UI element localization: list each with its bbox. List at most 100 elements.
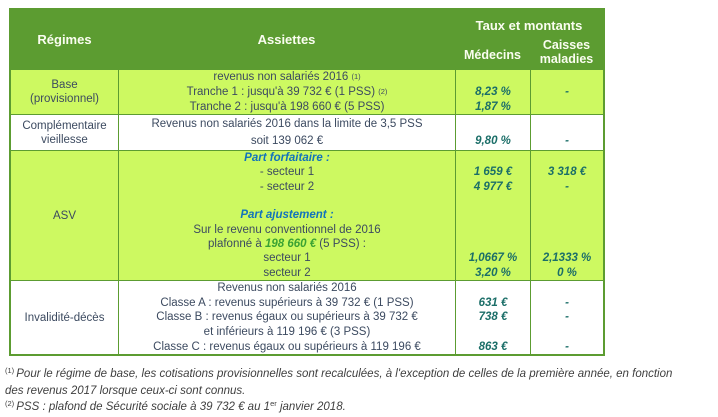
- column-header-taux-et-montants: Taux et montants: [475, 18, 583, 33]
- medecins-value: 631 €: [478, 296, 508, 309]
- text-segment: Revenus non salariés 2016: [217, 282, 357, 295]
- caisses-value: -: [565, 311, 569, 324]
- regime-label: (provisionnel): [29, 93, 100, 105]
- column-header-medecins: Médecins: [464, 48, 521, 62]
- assiette-line: Classe C : revenus égaux ou supérieurs à…: [119, 339, 455, 354]
- caisses-value: -: [565, 180, 569, 193]
- regime-label: Complémentaire: [22, 119, 107, 132]
- assiette-line: Revenus non salariés 2016: [119, 281, 455, 296]
- medecins-value: [456, 194, 530, 208]
- assiette-line: Tranche 2 : jusqu'à 198 660 € (5 PSS): [119, 99, 455, 114]
- caisses-value: [531, 281, 603, 296]
- text-segment: soit 139 062 €: [250, 135, 324, 148]
- assiette-line: - secteur 1: [119, 165, 455, 179]
- assiette-line: soit 139 062 €: [119, 133, 455, 151]
- column-header-regimes: Régimes: [37, 32, 92, 47]
- footnotes: (1) Pour le régime de base, les cotisati…: [5, 366, 713, 416]
- text-segment: Classe C : revenus égaux ou supérieurs à…: [153, 340, 421, 353]
- caisses-value: -: [565, 340, 569, 353]
- regime-cell-complementaire: Complémentaire vieillesse: [11, 115, 118, 150]
- caisses-value: [531, 70, 603, 85]
- text-segment: plafonné à: [208, 238, 265, 251]
- medecins-value: [456, 237, 530, 251]
- text-segment: Tranche 2 : jusqu'à 198 660 € (5 PSS): [189, 100, 385, 113]
- medecins-value: [456, 115, 530, 133]
- caisses-cell: - - -: [530, 281, 603, 354]
- text-segment: Classe B : revenus égaux ou supérieurs à…: [156, 311, 418, 324]
- medecins-value: 8,23 %: [475, 86, 511, 98]
- medecins-value: 1,87 %: [475, 100, 511, 113]
- caisses-cell: -: [530, 115, 603, 150]
- caisses-value: 2,1333 %: [542, 252, 592, 265]
- assiette-line: [119, 194, 455, 208]
- medecins-value: 863 €: [478, 340, 508, 353]
- regime-label: ASV: [52, 209, 76, 222]
- text-segment: 198 660 €: [264, 238, 317, 251]
- text-segment: PSS : plafond de Sécurité sociale à 39 7…: [16, 401, 271, 413]
- medecins-cell: 8,23 % 1,87 %: [455, 70, 530, 114]
- superscript-marker: (2): [5, 399, 17, 408]
- text-segment: Revenus non salariés 2016 dans la limite…: [151, 117, 423, 130]
- medecins-value: 738 €: [478, 311, 508, 324]
- text-segment: Part forfaitaire :: [244, 152, 330, 165]
- table-row-invalidite: Invalidité-décès Revenus non salariés 201…: [11, 280, 603, 354]
- caisses-value: -: [565, 135, 569, 148]
- caisses-value: 0 %: [557, 266, 577, 279]
- text-segment: Part ajustement :: [240, 209, 334, 222]
- text-segment: Tranche 1 : jusqu'à 39 732 € (1 PSS): [186, 86, 379, 98]
- regime-cell-base: Base (provisionnel): [11, 70, 118, 114]
- column-header-assiettes: Assiettes: [257, 32, 316, 47]
- medecins-value: 4 977 €: [473, 180, 513, 193]
- regime-label: vieillesse: [41, 133, 88, 146]
- text-segment: des revenus 2017 lorsque ceux-ci sont co…: [5, 384, 246, 397]
- regime-cell-invalidite: Invalidité-décès: [11, 281, 118, 354]
- assiette-line: plafonné à 198 660 € (5 PSS) :: [119, 237, 455, 251]
- assiette-line: Classe A : revenus supérieurs à 39 732 €…: [119, 296, 455, 311]
- caisses-value: 3 318 €: [547, 166, 587, 179]
- text-segment: Sur le revenu conventionnel de 2016: [193, 223, 381, 236]
- medecins-value: [456, 151, 530, 165]
- contributions-table: Régimes Assiettes Taux et montants Médec…: [9, 8, 605, 356]
- medecins-value: 9,80 %: [475, 135, 511, 148]
- caisses-value: -: [565, 86, 569, 98]
- medecins-value: [456, 281, 530, 296]
- assiette-cell: Revenus non salariés 2016 dans la limite…: [118, 115, 455, 150]
- superscript-marker: (1): [5, 366, 17, 375]
- text-segment: (5 PSS) :: [316, 238, 366, 251]
- table-row-base: Base (provisionnel) revenus non salariés 2…: [11, 69, 603, 114]
- assiette-line: secteur 2: [119, 266, 455, 280]
- assiette-line: Part forfaitaire :: [119, 151, 455, 165]
- caisses-cell: 3 318 € - 2,1333 % 0 %: [530, 151, 603, 280]
- caisses-value: [531, 194, 603, 208]
- text-segment: Pour le régime de base, les cotisations …: [16, 368, 673, 380]
- table-body: Base (provisionnel) revenus non salariés 2…: [11, 69, 603, 354]
- assiette-line: Part ajustement :: [119, 208, 455, 222]
- assiette-line: Tranche 1 : jusqu'à 39 732 € (1 PSS) (2): [186, 86, 388, 98]
- text-segment: secteur 1: [263, 252, 311, 265]
- assiette-line: secteur 1: [119, 251, 455, 265]
- caisses-value: [531, 208, 603, 222]
- assiette-cell: Part forfaitaire :- secteur 1- secteur 2…: [118, 151, 455, 280]
- assiette-line: et inférieurs à 119 196 € (3 PSS): [119, 325, 455, 340]
- table-row-complementaire: Complémentaire vieillesse Revenus non sala…: [11, 114, 603, 150]
- assiette-line: Sur le revenu conventionnel de 2016: [119, 223, 455, 237]
- text-segment: revenus non salariés 2016: [213, 71, 352, 84]
- medecins-cell: 9,80 %: [455, 115, 530, 150]
- medecins-cell: 631 € 738 € 863 €: [455, 281, 530, 354]
- assiette-line: Revenus non salariés 2016 dans la limite…: [119, 115, 455, 133]
- footnote-2-line: (2) PSS : plafond de Sécurité sociale à …: [5, 399, 713, 416]
- assiette-cell: revenus non salariés 2016 (1) Tranche 1 :…: [118, 70, 455, 114]
- medecins-value: 3,20 %: [475, 266, 511, 279]
- medecins-value: 1 659 €: [473, 166, 513, 179]
- assiette-line: revenus non salariés 2016 (1): [213, 71, 361, 84]
- text-segment: - secteur 2: [259, 180, 315, 193]
- table-row-asv: ASV Part forfaitaire :- secteur 1- secteu…: [11, 150, 603, 280]
- regime-label: Invalidité-décès: [24, 311, 105, 324]
- caisses-value: -: [565, 296, 569, 309]
- caisses-value: [531, 115, 603, 133]
- caisses-value: [531, 99, 603, 114]
- caisses-value: [531, 223, 603, 237]
- text-segment: janvier 2018.: [276, 401, 346, 413]
- medecins-value: [456, 208, 530, 222]
